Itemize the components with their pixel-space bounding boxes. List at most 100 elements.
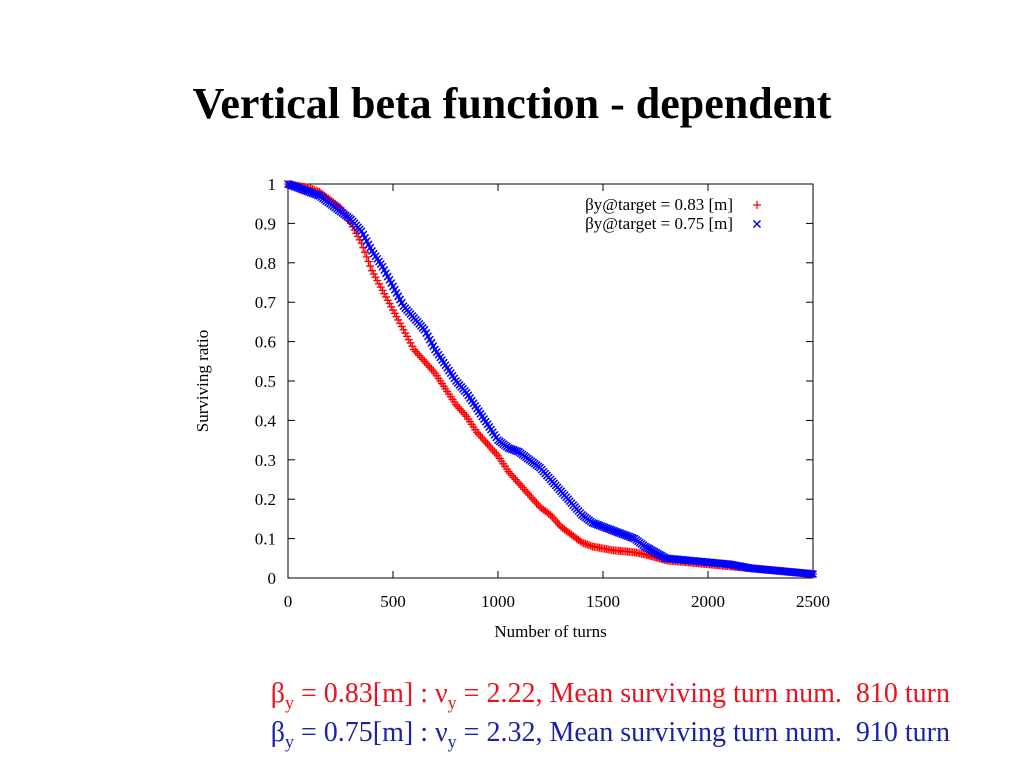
data-point-plus [586, 541, 595, 550]
data-point-plus [487, 443, 495, 452]
data-point-plus [583, 540, 592, 549]
data-point-plus [529, 495, 537, 504]
data-point-plus [476, 432, 485, 441]
x-tick-label: 2000 [691, 592, 725, 611]
data-point-plus [506, 469, 515, 478]
data-point-plus [429, 367, 438, 376]
data-point-cross [808, 570, 818, 579]
data-point-plus [424, 361, 432, 370]
data-point-plus [518, 483, 527, 492]
data-point-plus [527, 493, 536, 502]
caption-description: = 2.32, Mean surviving turn num. [456, 717, 842, 748]
data-point-plus [522, 487, 530, 496]
y-tick-label: 0.1 [255, 530, 276, 549]
series-beta-075 [283, 179, 818, 579]
data-point-plus [361, 248, 369, 257]
y-tick-label: 0 [268, 569, 277, 588]
data-point-plus [452, 400, 460, 409]
data-point-plus [481, 438, 490, 447]
data-point-plus [513, 477, 522, 486]
data-point-plus [753, 201, 761, 209]
data-point-plus [459, 408, 467, 417]
beta-subscript: y [285, 692, 294, 713]
data-point-cross [807, 569, 816, 578]
data-point-plus [581, 539, 590, 548]
data-point-plus [490, 447, 499, 456]
y-tick-label: 1 [268, 175, 277, 194]
data-point-plus [530, 497, 539, 506]
x-tick-label: 1500 [586, 592, 620, 611]
data-point-plus [488, 445, 497, 454]
data-point-plus [366, 262, 375, 271]
data-point-plus [508, 471, 516, 480]
data-point-plus [427, 365, 436, 374]
data-point-plus [425, 363, 434, 372]
mean-turn-value: 910 turn [855, 717, 950, 748]
data-point-plus [509, 473, 518, 482]
y-tick-label: 0.7 [255, 293, 277, 312]
x-axis-title: Number of turns [494, 622, 606, 641]
axes: 0 500 1000 1500 2000 2500 0 0.1 0.2 0.3 0.4 0.5 0.6 0… [255, 175, 830, 611]
data-point-cross [805, 569, 814, 578]
data-point-plus [362, 252, 371, 261]
data-point-plus [422, 359, 431, 368]
x-tick-label: 500 [380, 592, 406, 611]
data-point-plus [415, 351, 424, 360]
beta-symbol: β [270, 678, 285, 709]
data-point-plus [576, 537, 585, 546]
data-point-plus [478, 434, 487, 443]
data-point-plus [474, 430, 483, 439]
data-point-plus [504, 467, 513, 476]
data-point-plus [480, 436, 488, 445]
data-point-plus [515, 479, 523, 488]
data-point-plus [483, 440, 492, 449]
legend: βy@target = 0.83 [m]βy@target = 0.75 [m] [585, 195, 762, 233]
legend-label: βy@target = 0.83 [m] [585, 195, 733, 214]
data-point-plus [460, 410, 469, 419]
data-point-plus [516, 481, 525, 490]
data-point-plus [550, 514, 558, 523]
beta-symbol: β [270, 717, 285, 748]
x-tick-label: 0 [284, 592, 293, 611]
data-point-plus [411, 347, 420, 356]
data-point-plus [473, 428, 481, 437]
beta-subscript: y [285, 731, 294, 752]
y-tick-label: 0.3 [255, 451, 276, 470]
x-tick-label: 2500 [796, 592, 830, 611]
data-point-plus [420, 357, 429, 366]
caption-description: = 2.22, Mean surviving turn num. [456, 678, 842, 709]
nu-symbol: ν [435, 717, 448, 748]
data-point-plus [413, 349, 422, 358]
data-point-plus [485, 442, 494, 451]
data-point-plus [453, 402, 462, 411]
y-axis-title: Surviving ratio [193, 330, 212, 432]
slide-title: Vertical beta function - dependent [192, 79, 832, 128]
data-point-plus [523, 489, 532, 498]
y-tick-label: 0.2 [255, 490, 276, 509]
data-point-plus [418, 355, 427, 364]
data-point-plus [532, 499, 541, 508]
data-point-plus [546, 510, 555, 519]
y-tick-label: 0.4 [255, 411, 277, 430]
caption-beta-075: βy = 0.75[m] : νy = 2.32, Mean surviving… [271, 717, 950, 753]
y-tick-label: 0.6 [255, 333, 276, 352]
data-series [283, 179, 818, 579]
data-point-plus [417, 353, 425, 362]
data-point-plus [364, 257, 373, 266]
data-point-plus [410, 345, 418, 354]
data-point-plus [492, 449, 501, 458]
data-point-plus [579, 539, 588, 548]
data-point-plus [525, 491, 534, 500]
nu-subscript: y [447, 692, 457, 713]
beta-value: = 0.75[m] : [294, 717, 435, 748]
data-point-plus [585, 541, 593, 550]
mean-turn-value: 810 turn [855, 678, 950, 709]
data-point-plus [551, 516, 560, 525]
data-point-plus [548, 512, 557, 521]
legend-label: βy@target = 0.75 [m] [585, 214, 733, 233]
data-point-plus [578, 538, 586, 547]
y-tick-label: 0.5 [255, 372, 276, 391]
nu-symbol: ν [435, 678, 448, 709]
y-tick-label: 0.9 [255, 214, 276, 233]
